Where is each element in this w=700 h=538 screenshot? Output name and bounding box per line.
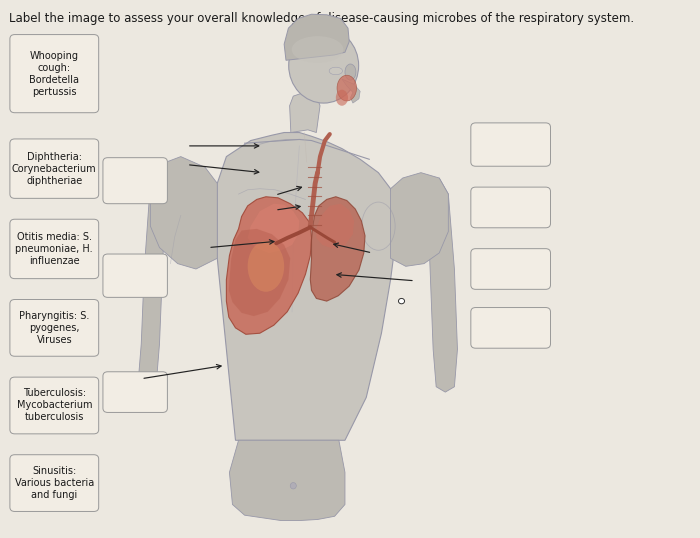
Text: Diphtheria:
Corynebacterium
diphtheriae: Diphtheria: Corynebacterium diphtheriae <box>12 152 97 186</box>
Polygon shape <box>226 197 312 334</box>
FancyBboxPatch shape <box>10 455 99 512</box>
Polygon shape <box>150 157 217 269</box>
Ellipse shape <box>337 75 356 101</box>
FancyBboxPatch shape <box>103 254 167 298</box>
Polygon shape <box>290 93 320 132</box>
FancyBboxPatch shape <box>103 158 167 204</box>
FancyBboxPatch shape <box>10 377 99 434</box>
Polygon shape <box>310 197 365 301</box>
Text: Pharyngitis: S.
pyogenes,
Viruses: Pharyngitis: S. pyogenes, Viruses <box>19 311 90 345</box>
FancyBboxPatch shape <box>10 219 99 279</box>
FancyBboxPatch shape <box>471 187 550 228</box>
Ellipse shape <box>290 483 296 489</box>
Ellipse shape <box>292 36 344 63</box>
Polygon shape <box>342 79 360 103</box>
Text: Otitis media: S.
pneumoniae, H.
influenzae: Otitis media: S. pneumoniae, H. influenz… <box>15 232 93 266</box>
Ellipse shape <box>345 64 356 80</box>
Polygon shape <box>217 132 397 440</box>
Text: Whooping
cough:
Bordetella
pertussis: Whooping cough: Bordetella pertussis <box>29 51 79 97</box>
Ellipse shape <box>329 67 342 75</box>
FancyBboxPatch shape <box>10 300 99 356</box>
Polygon shape <box>138 165 166 387</box>
FancyBboxPatch shape <box>471 123 550 166</box>
Ellipse shape <box>248 241 284 292</box>
Polygon shape <box>316 204 354 249</box>
Text: Tuberculosis:
Mycobacterium
tuberculosis: Tuberculosis: Mycobacterium tuberculosis <box>17 388 92 422</box>
Text: Sinusitis:
Various bacteria
and fungi: Sinusitis: Various bacteria and fungi <box>15 466 94 500</box>
FancyBboxPatch shape <box>103 372 167 413</box>
Polygon shape <box>284 14 349 60</box>
Polygon shape <box>230 440 345 521</box>
FancyBboxPatch shape <box>471 249 550 289</box>
Polygon shape <box>229 229 290 316</box>
FancyBboxPatch shape <box>10 34 99 113</box>
Polygon shape <box>248 204 300 253</box>
FancyBboxPatch shape <box>471 308 550 348</box>
Text: Label the image to assess your overall knowledge of disease-causing microbes of : Label the image to assess your overall k… <box>8 12 634 25</box>
FancyBboxPatch shape <box>10 139 99 199</box>
Ellipse shape <box>288 28 358 103</box>
Ellipse shape <box>336 90 348 106</box>
Polygon shape <box>391 173 448 266</box>
Polygon shape <box>427 178 458 392</box>
Circle shape <box>398 299 405 304</box>
